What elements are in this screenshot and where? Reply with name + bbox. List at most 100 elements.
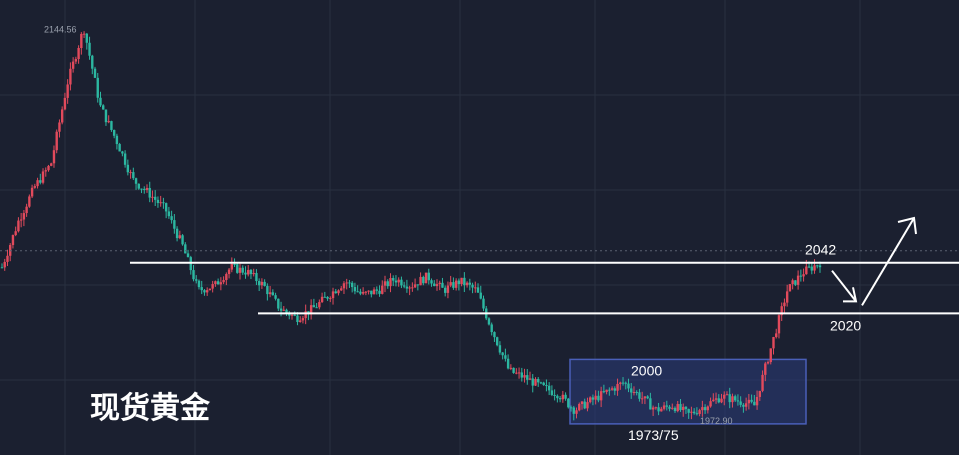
candle-body	[449, 282, 452, 286]
candle-body	[791, 280, 794, 285]
candle-body	[764, 363, 767, 375]
candle-body	[772, 337, 775, 349]
candle-body	[348, 282, 351, 284]
candle-body	[775, 333, 778, 338]
candle-body	[88, 42, 91, 56]
candle-body	[17, 220, 20, 232]
candle-body	[651, 407, 655, 410]
candle-body	[233, 263, 236, 265]
candle-body	[129, 172, 132, 174]
candle-body	[394, 280, 398, 283]
candle-body	[744, 403, 748, 407]
candle-body	[175, 228, 179, 239]
candle-body	[816, 265, 819, 267]
candle-body	[517, 372, 521, 374]
candle-body	[359, 291, 362, 294]
candle-body	[257, 281, 261, 286]
candle-body	[684, 406, 688, 410]
candle-body	[44, 170, 47, 172]
candle-body	[345, 282, 348, 284]
candle-body	[736, 400, 740, 402]
candle-body	[731, 396, 734, 403]
candle-body	[443, 287, 447, 293]
candle-body	[378, 290, 381, 294]
candle-body	[30, 187, 34, 197]
candle-body	[110, 121, 113, 130]
candle-body	[195, 279, 198, 281]
candle-body	[279, 308, 283, 311]
candle-body	[805, 266, 808, 275]
candle-body	[528, 378, 532, 380]
candle-body	[583, 401, 586, 409]
chart-title: 现货黄金	[90, 391, 211, 426]
candle-body	[690, 411, 693, 413]
candle-body	[99, 97, 102, 106]
candle-body	[479, 292, 482, 299]
candle-body	[802, 274, 805, 277]
candle-body	[263, 281, 266, 286]
candle-body	[619, 382, 622, 384]
candle-body	[91, 55, 94, 69]
candle-body	[367, 290, 370, 292]
candle-body	[66, 84, 69, 98]
candle-body	[515, 372, 518, 374]
candle-body	[323, 296, 327, 298]
candle-body	[238, 267, 242, 273]
candle-body	[123, 153, 127, 165]
candle-body	[19, 219, 23, 221]
candle-body	[389, 277, 392, 287]
candle-body	[460, 277, 463, 285]
candle-body	[41, 171, 45, 183]
candle-body	[586, 402, 589, 409]
candle-body	[564, 394, 567, 399]
candle-body	[52, 150, 56, 164]
candle-body	[71, 61, 75, 69]
candle-body	[50, 163, 53, 166]
candle-body	[747, 399, 751, 404]
candle-body	[236, 264, 239, 273]
candle-body	[74, 59, 78, 62]
candle-body	[438, 282, 441, 285]
candle-body	[252, 272, 255, 275]
candle-body	[118, 144, 121, 152]
candle-body	[662, 405, 666, 409]
candle-body	[682, 406, 685, 411]
candle-body	[219, 282, 223, 285]
candle-body	[126, 164, 130, 173]
candle-body	[509, 367, 513, 369]
candle-body	[542, 382, 545, 386]
candle-body	[296, 315, 299, 323]
candle-body	[531, 378, 534, 386]
candle-body	[783, 302, 786, 307]
candle-body	[148, 187, 151, 198]
candle-body	[361, 292, 365, 294]
candle-body	[818, 265, 822, 268]
candle-body	[47, 165, 50, 171]
candle-body	[167, 211, 171, 217]
candle-body	[493, 332, 496, 338]
candle-body	[301, 318, 305, 321]
candle-body	[60, 109, 64, 123]
candle-body	[501, 352, 504, 356]
candle-body	[222, 280, 225, 283]
candle-body	[77, 47, 80, 60]
candle-body	[547, 385, 551, 391]
candle-body	[214, 281, 217, 285]
candle-body	[703, 407, 707, 411]
candle-body	[419, 276, 422, 286]
candle-body	[599, 391, 603, 401]
candle-body	[22, 213, 26, 220]
candle-body	[624, 382, 627, 384]
candle-body	[342, 283, 346, 289]
candle-body	[660, 408, 663, 412]
candle-body	[777, 315, 781, 334]
candle-body	[203, 290, 206, 293]
candle-body	[159, 202, 162, 204]
candle-body	[197, 280, 201, 288]
candle-body	[640, 398, 644, 400]
candle-body	[170, 216, 173, 221]
candle-body	[534, 378, 537, 386]
candle-body	[200, 287, 203, 291]
candle-body	[714, 398, 718, 400]
candle-body	[526, 375, 529, 380]
